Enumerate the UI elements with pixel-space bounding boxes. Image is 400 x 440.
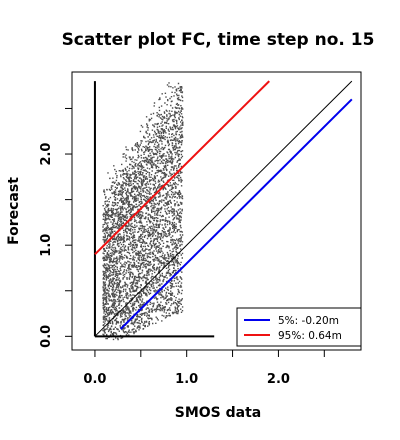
- legend-label-5pct: 5%: -0.20m: [278, 315, 339, 327]
- axis-ticks: 0.0 1.0 2.0 0.0 1.0 2.0: [39, 107, 325, 387]
- x-axis-label: SMOS data: [175, 405, 261, 421]
- y-tick-label: 1.0: [39, 234, 54, 257]
- x-tick-label: 1.0: [175, 372, 198, 387]
- x-tick-label: 2.0: [267, 372, 290, 387]
- reference-line-95pct: [94, 80, 270, 256]
- y-tick-label: 2.0: [39, 143, 54, 166]
- reference-line-identity: [94, 80, 353, 337]
- scatter-point-cloud: [102, 82, 184, 341]
- reference-line-5pct: [119, 98, 353, 330]
- plot-frame: [71, 71, 362, 351]
- y-axis-label: Forecast: [6, 177, 22, 245]
- scatter-points: [102, 82, 184, 341]
- legend-label-95pct: 95%: 0.64m: [278, 330, 342, 342]
- legend: 5%: -0.20m 95%: 0.64m: [236, 307, 362, 347]
- legend-box: [236, 307, 362, 347]
- y-tick-label: 0.0: [39, 325, 54, 348]
- chart-title: Scatter plot FC, time step no. 15: [62, 30, 375, 50]
- reference-lines: [93, 80, 353, 338]
- x-tick-label: 0.0: [83, 372, 106, 387]
